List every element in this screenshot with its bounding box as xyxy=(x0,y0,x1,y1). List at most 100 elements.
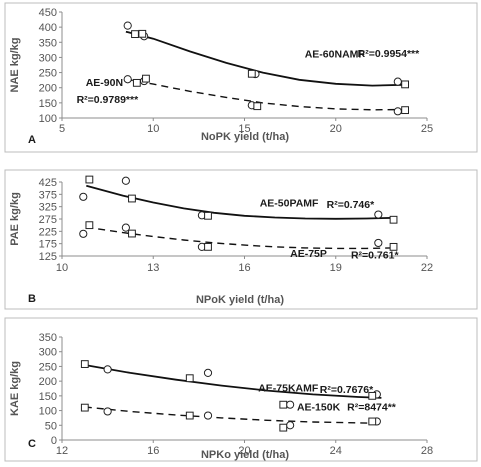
panel-label: C xyxy=(28,438,36,450)
y-tick-label: 100 xyxy=(39,113,57,125)
x-tick-label: 20 xyxy=(238,445,250,457)
circle-point xyxy=(393,77,402,86)
annotation-label: R²=0.746* xyxy=(327,199,375,211)
x-axis-title: NPKo yield (t/ha) xyxy=(201,449,289,461)
y-tick-label: 50 xyxy=(45,420,57,432)
square-point xyxy=(389,242,398,251)
square-point xyxy=(253,102,262,111)
y-tick-label: 125 xyxy=(39,251,57,263)
circle-point xyxy=(374,238,383,248)
annotation-label: R²=0.9789*** xyxy=(77,94,139,106)
panel-frame xyxy=(4,2,478,153)
x-tick-label: 12 xyxy=(56,445,68,457)
circle-point xyxy=(103,365,112,374)
x-tick-label: 10 xyxy=(56,262,68,274)
y-axis-title: PAE kg/kg xyxy=(9,192,21,246)
square-point xyxy=(401,106,410,115)
y-tick-label: 425 xyxy=(39,177,57,189)
square-point xyxy=(401,80,410,89)
x-tick-label: 13 xyxy=(147,262,159,274)
annotation-label: R²=8474** xyxy=(347,402,397,414)
circle-point xyxy=(79,192,88,201)
x-tick-label: 25 xyxy=(421,123,433,135)
square-point xyxy=(85,221,94,230)
y-tick-label: 175 xyxy=(39,239,57,251)
x-tick-label: 20 xyxy=(330,123,342,135)
circle-point xyxy=(203,411,213,420)
y-tick-label: 250 xyxy=(39,68,57,80)
x-tick-label: 16 xyxy=(147,445,159,457)
circle-point xyxy=(286,421,295,430)
square-point xyxy=(80,403,89,412)
circle-point xyxy=(374,210,383,219)
square-point xyxy=(279,400,288,409)
annotation-label: AE-75KAMF xyxy=(258,382,319,394)
circle-point xyxy=(286,400,295,409)
x-tick-label: 19 xyxy=(330,262,342,274)
dashed-trendline xyxy=(125,78,409,111)
solid-trendline xyxy=(125,30,409,87)
y-tick-label: 400 xyxy=(39,22,57,34)
square-point xyxy=(368,391,377,400)
annotation-label: R²=0.9954*** xyxy=(358,48,420,60)
y-tick-label: 200 xyxy=(39,376,57,388)
solid-trendline xyxy=(86,184,397,220)
square-point xyxy=(185,411,194,420)
circle-point xyxy=(79,229,88,238)
panel-label: A xyxy=(28,134,36,146)
square-point xyxy=(138,29,147,38)
annotation-label: AE-150K xyxy=(297,402,341,414)
y-tick-label: 350 xyxy=(39,37,57,49)
annotation-label: AE-90N xyxy=(86,77,123,89)
square-point xyxy=(279,423,288,432)
x-tick-label: 15 xyxy=(238,123,250,135)
y-tick-label: 300 xyxy=(39,52,57,64)
y-tick-label: 250 xyxy=(39,361,57,373)
annotation-label: R²=0.761* xyxy=(351,249,399,261)
panel-frame xyxy=(4,317,478,462)
square-point xyxy=(389,215,398,224)
square-point xyxy=(128,229,136,238)
y-axis-title: KAE kg/kg xyxy=(9,361,21,416)
circle-point xyxy=(203,368,213,378)
y-tick-label: 450 xyxy=(39,7,57,19)
circle-point xyxy=(103,407,112,416)
annotation-label: R²=0.7676* xyxy=(320,384,374,396)
x-tick-label: 16 xyxy=(238,262,250,274)
y-tick-label: 375 xyxy=(39,189,57,201)
y-tick-label: 275 xyxy=(39,214,57,226)
square-point xyxy=(204,211,212,220)
y-tick-label: 150 xyxy=(39,98,57,110)
solid-trendline xyxy=(84,364,382,399)
panel-c: 0 50 100 150 200 250 300 350 12 16 20 24 28 KAE kg/kg… xyxy=(4,317,478,462)
dashed-trendline xyxy=(86,226,397,250)
y-tick-label: 225 xyxy=(39,226,57,238)
x-axis-title: NPoK yield (t/ha) xyxy=(196,294,284,306)
x-tick-label: 10 xyxy=(147,123,159,135)
circle-point xyxy=(121,176,130,185)
x-tick-label: 28 xyxy=(421,445,433,457)
square-point xyxy=(185,374,194,383)
x-tick-label: 22 xyxy=(421,262,433,274)
y-tick-label: 300 xyxy=(39,347,57,359)
square-point xyxy=(142,74,150,83)
square-point xyxy=(80,360,89,368)
square-point xyxy=(132,78,141,87)
square-point xyxy=(131,30,139,39)
annotation-label: AE-50PAMF xyxy=(260,198,319,210)
circle-point xyxy=(123,75,132,84)
square-point xyxy=(204,242,212,251)
panel-a: 100 150 200 250 300 350 400 450 5 10 15 20 25 NAE kg/… xyxy=(4,2,478,153)
y-tick-label: 350 xyxy=(39,332,57,344)
y-tick-label: 325 xyxy=(39,202,57,214)
panel-frame xyxy=(4,169,478,310)
square-point xyxy=(85,175,94,184)
circle-point xyxy=(393,107,402,116)
y-tick-label: 150 xyxy=(39,391,57,403)
y-tick-label: 200 xyxy=(39,83,57,95)
y-tick-label: 0 xyxy=(51,435,57,447)
y-axis-title: NAE kg/kg xyxy=(9,37,21,92)
circle-point xyxy=(121,223,130,232)
